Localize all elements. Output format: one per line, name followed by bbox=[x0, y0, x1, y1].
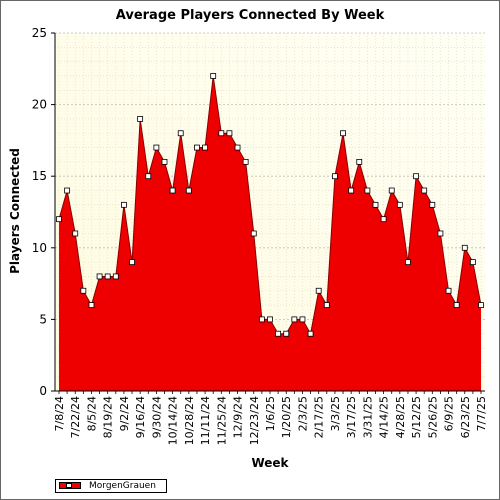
y-tick-label: 15 bbox=[32, 169, 47, 183]
x-tick-label: 11/11/24 bbox=[199, 396, 212, 445]
data-point bbox=[396, 201, 403, 208]
x-tick-label: 9/2/24 bbox=[118, 396, 131, 431]
data-point bbox=[348, 187, 355, 194]
x-tick-label: 10/28/24 bbox=[183, 396, 196, 445]
x-tick-label: 1/20/25 bbox=[280, 396, 293, 438]
x-tick-label: 9/30/24 bbox=[150, 396, 163, 438]
data-point bbox=[185, 187, 192, 194]
data-point bbox=[161, 158, 168, 165]
y-tick-label: 20 bbox=[32, 98, 47, 112]
data-point bbox=[137, 116, 144, 122]
data-point bbox=[202, 144, 208, 151]
x-tick-label: 3/17/25 bbox=[345, 396, 358, 438]
data-point bbox=[234, 144, 241, 151]
data-point bbox=[226, 130, 233, 137]
data-point bbox=[405, 259, 411, 266]
data-point bbox=[429, 201, 436, 208]
data-point bbox=[291, 316, 298, 323]
data-point bbox=[121, 201, 127, 208]
data-point bbox=[364, 187, 371, 194]
data-point bbox=[96, 273, 103, 280]
data-point bbox=[283, 330, 290, 337]
data-point bbox=[437, 230, 444, 237]
y-tick-label: 25 bbox=[32, 26, 47, 40]
data-point bbox=[453, 302, 460, 308]
legend-label: MorgenGrauen bbox=[89, 481, 156, 491]
x-tick-label: 5/26/25 bbox=[426, 396, 439, 438]
x-axis-label: Week bbox=[251, 456, 289, 470]
x-tick-label: 1/6/25 bbox=[264, 396, 277, 431]
data-point bbox=[104, 273, 111, 280]
data-point bbox=[380, 216, 387, 223]
x-tick-label: 10/14/24 bbox=[167, 396, 180, 445]
data-point bbox=[275, 330, 282, 337]
data-point bbox=[388, 187, 395, 194]
x-tick-label: 9/16/24 bbox=[134, 396, 147, 438]
data-point bbox=[421, 187, 428, 194]
data-point bbox=[153, 144, 160, 151]
x-tick-label: 3/31/25 bbox=[361, 396, 374, 438]
data-point bbox=[340, 130, 346, 137]
data-point bbox=[478, 302, 484, 308]
data-point bbox=[169, 187, 176, 194]
x-tick-label: 7/22/24 bbox=[69, 396, 82, 438]
x-tick-label: 8/5/24 bbox=[85, 396, 98, 431]
data-point bbox=[88, 302, 95, 308]
y-tick-label: 0 bbox=[39, 384, 47, 398]
data-point bbox=[80, 287, 87, 294]
data-point bbox=[267, 316, 273, 323]
data-point bbox=[210, 73, 217, 79]
data-point bbox=[258, 316, 265, 323]
x-tick-label: 12/23/24 bbox=[248, 396, 261, 445]
x-tick-label: 2/17/25 bbox=[313, 396, 326, 438]
y-tick-label: 5 bbox=[39, 312, 47, 326]
data-point bbox=[218, 130, 225, 137]
data-point bbox=[315, 287, 322, 294]
x-tick-label: 12/9/24 bbox=[232, 396, 245, 438]
x-tick-label: 11/25/24 bbox=[215, 396, 228, 445]
data-point bbox=[145, 173, 152, 180]
data-point bbox=[177, 130, 184, 137]
legend: MorgenGrauen bbox=[55, 479, 167, 493]
x-tick-label: 6/9/25 bbox=[443, 396, 456, 431]
x-tick-label: 4/28/25 bbox=[394, 396, 407, 438]
data-point bbox=[469, 259, 476, 266]
data-point bbox=[299, 316, 306, 323]
legend-marker bbox=[66, 483, 72, 488]
data-point bbox=[64, 187, 71, 194]
data-point bbox=[72, 230, 79, 237]
x-tick-label: 2/3/25 bbox=[296, 396, 309, 431]
series-area bbox=[59, 75, 481, 392]
chart-title: Average Players Connected By Week bbox=[115, 8, 385, 23]
x-tick-label: 4/14/25 bbox=[378, 396, 391, 438]
x-tick-label: 6/23/25 bbox=[459, 396, 472, 438]
data-point bbox=[445, 287, 452, 294]
x-tick-label: 7/8/24 bbox=[53, 396, 66, 431]
data-point bbox=[332, 173, 338, 180]
x-tick-label: 7/7/25 bbox=[475, 396, 488, 431]
data-point bbox=[112, 273, 119, 280]
data-point bbox=[250, 230, 257, 237]
data-point bbox=[461, 244, 468, 251]
data-point bbox=[323, 302, 330, 308]
y-axis-label: Players Connected bbox=[8, 148, 22, 274]
data-point bbox=[242, 158, 249, 165]
x-tick-label: 8/19/24 bbox=[102, 396, 115, 438]
data-point bbox=[129, 259, 135, 266]
x-tick-label: 5/12/25 bbox=[410, 396, 423, 438]
data-point bbox=[372, 201, 379, 208]
x-tick-label: 3/3/25 bbox=[329, 396, 342, 431]
data-point bbox=[307, 330, 314, 337]
data-point bbox=[56, 216, 62, 223]
y-tick-label: 10 bbox=[32, 241, 47, 255]
data-point bbox=[194, 144, 200, 151]
data-point bbox=[413, 173, 419, 180]
data-point bbox=[356, 158, 363, 165]
